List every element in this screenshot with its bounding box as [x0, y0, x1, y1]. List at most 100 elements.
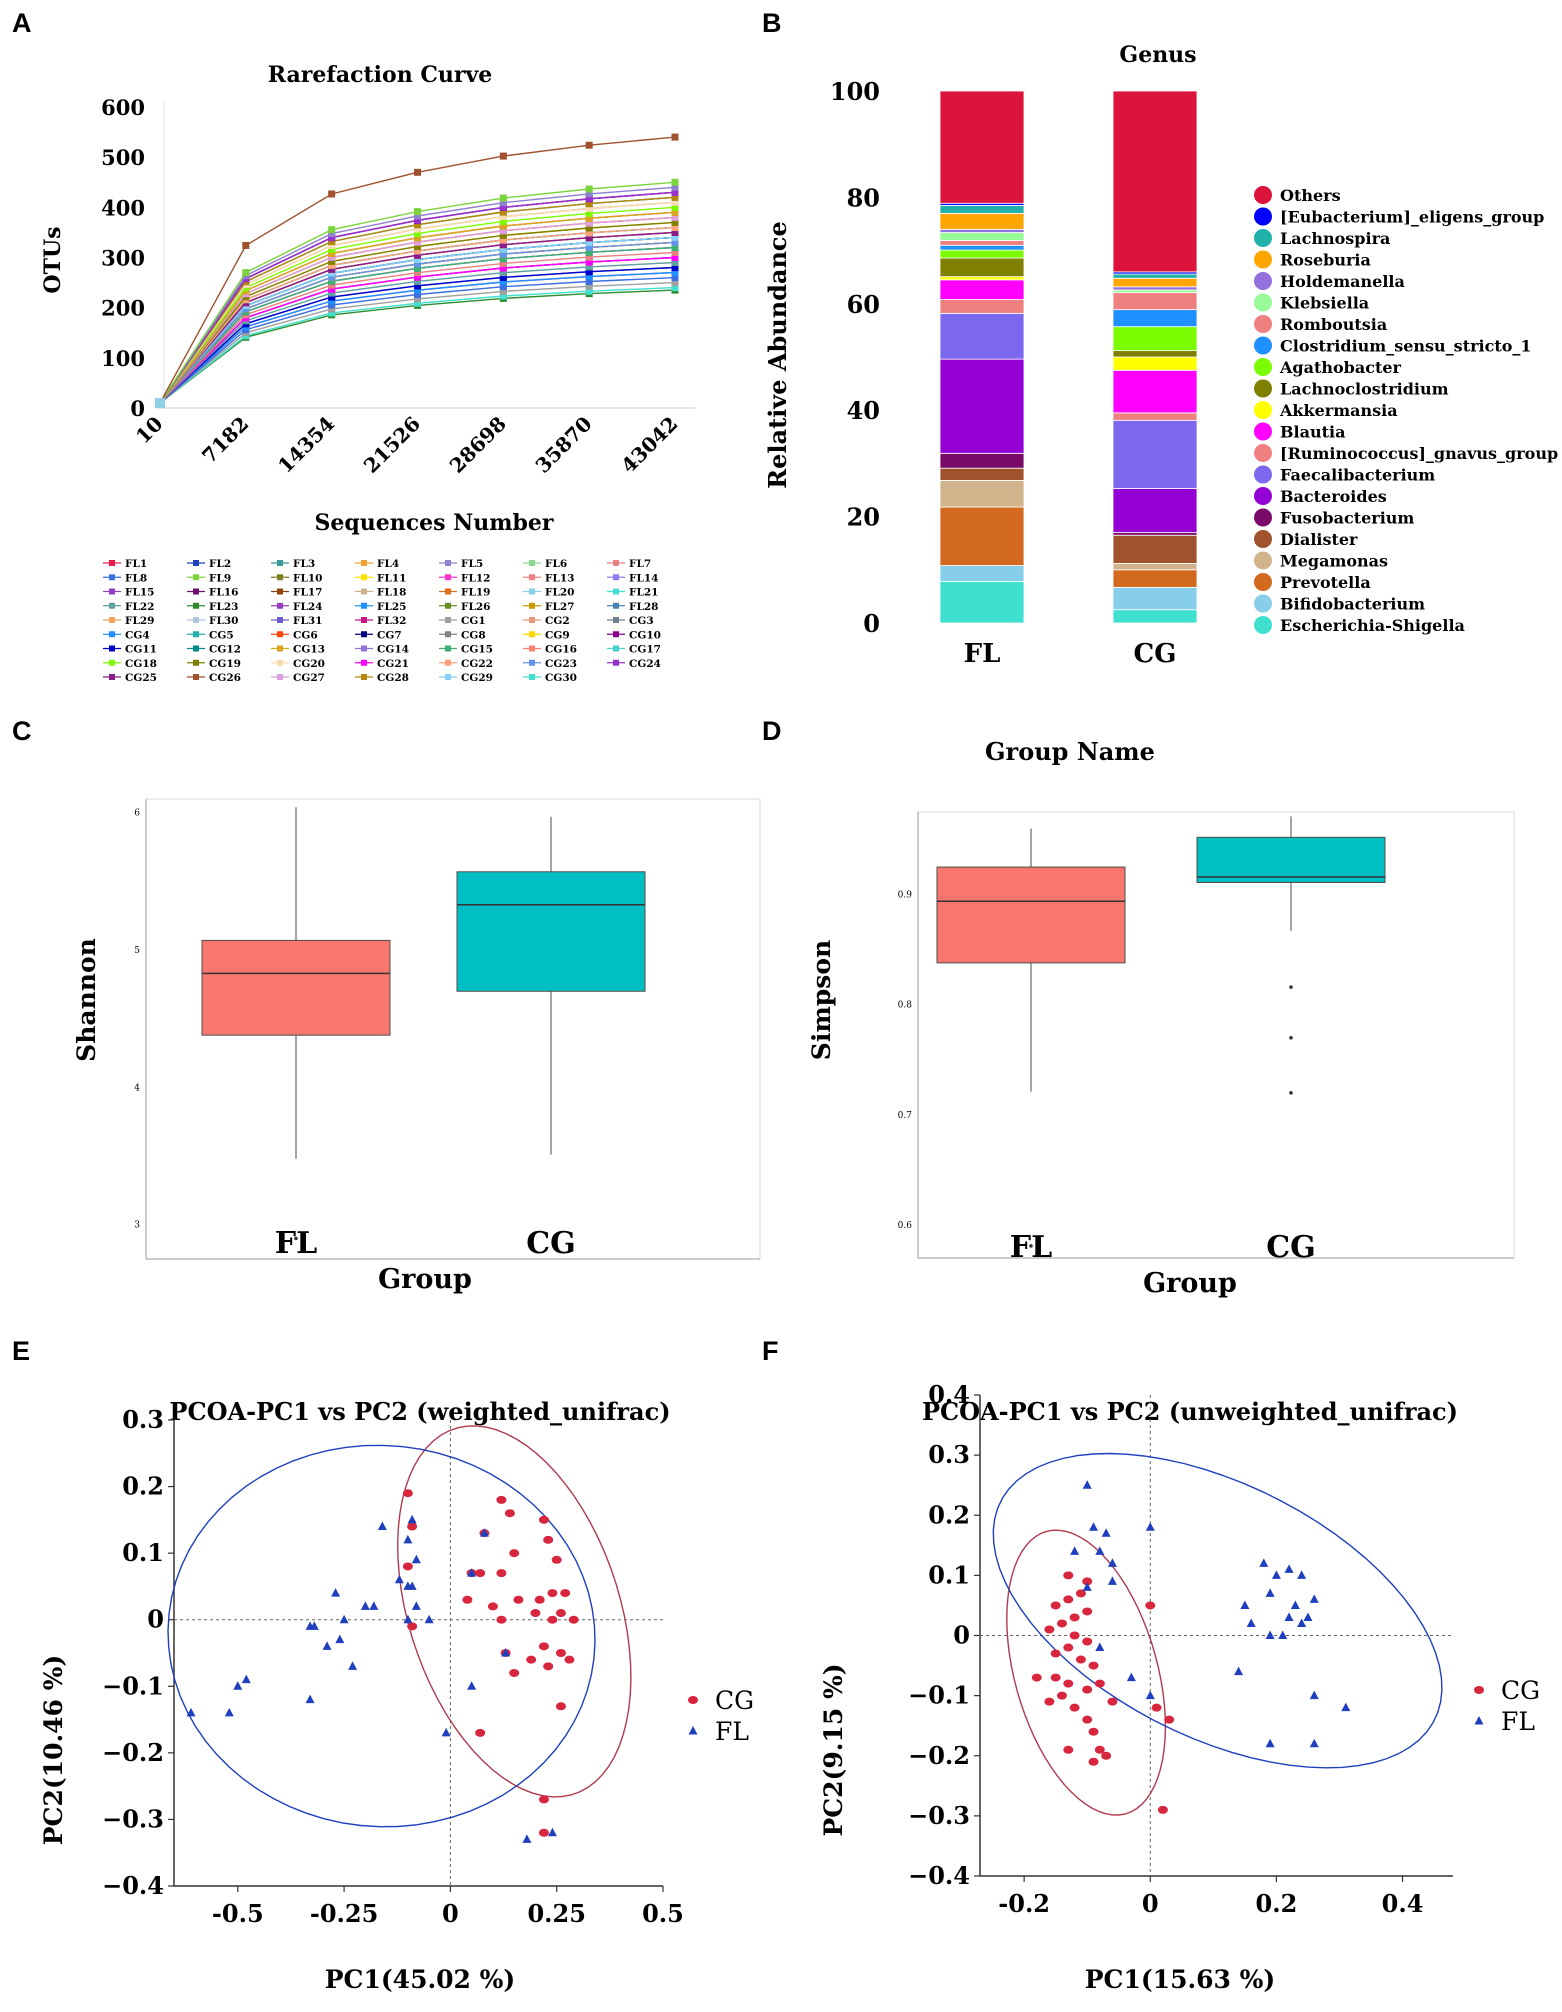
series-marker: [585, 277, 593, 285]
series-marker: [585, 229, 593, 237]
series-marker: [585, 239, 593, 247]
panel-a: A Rarefaction Curve OTUs Sequences Numbe…: [0, 0, 760, 700]
bar-segment-CG-Clostridium_sensu_stricto_1: [1112, 309, 1198, 328]
outlier-point-FL: [1029, 1244, 1033, 1248]
point-CG: [1082, 1577, 1093, 1586]
point-CG: [543, 1662, 554, 1671]
series-marker: [499, 269, 507, 277]
series-marker: [671, 269, 679, 277]
x-tick-label: CG: [1266, 1230, 1316, 1265]
legend-marker-CG: [1474, 1686, 1484, 1694]
y-tick-label: 0.1: [928, 1560, 970, 1589]
x-tick-label: 0: [1142, 1889, 1159, 1918]
series-marker: [414, 225, 421, 233]
legend-label-CG2: CG2: [545, 615, 570, 627]
panel-b: B Genus Relative Abundance 0 20 40 60 80 100 F…: [760, 0, 1562, 700]
legend-label-Megamonas: Megamonas: [1280, 552, 1388, 571]
legend-marker-Bifidobacterium: [1254, 594, 1272, 613]
point-FL: [1303, 1612, 1313, 1621]
series-marker: [328, 190, 336, 198]
chart-title: Genus: [1119, 42, 1196, 68]
box-CG: [1196, 836, 1386, 883]
legend-marker-Prevotella: [1254, 573, 1272, 591]
point-FL: [1145, 1522, 1155, 1531]
series-marker: [414, 238, 421, 246]
series-marker: [671, 274, 679, 282]
point-FL: [1265, 1588, 1275, 1597]
point-FL: [233, 1681, 243, 1690]
series-marker: [585, 282, 593, 290]
x-tick-label: -0.5: [212, 1899, 264, 1928]
panel-label-b: B: [762, 8, 782, 38]
legend-label-FL19: FL19: [461, 587, 490, 599]
legend-label-FL29: FL29: [125, 615, 154, 627]
y-tick-label: 0: [147, 1605, 164, 1634]
panel-e: E PCOA-PC1 vs PC2 (weighted_unifrac) PC2…: [0, 1320, 780, 2008]
series-marker: [499, 245, 507, 253]
outlier-point-CG: [1289, 1091, 1293, 1095]
point-CG: [1063, 1643, 1074, 1652]
legend-label-Klebsiella: Klebsiella: [1280, 294, 1369, 313]
series-marker: [671, 178, 679, 186]
y-axis-label: PC2(10.46 %): [39, 1655, 68, 1846]
legend-marker-FL10: [277, 574, 283, 581]
point-CG: [487, 1602, 498, 1611]
point-FL: [1101, 1528, 1111, 1537]
point-FL: [305, 1621, 315, 1630]
y-tick-label: 0: [953, 1621, 970, 1650]
legend-label-CG27: CG27: [293, 672, 325, 684]
legend-marker-Others: [1254, 186, 1272, 204]
x-axis-label: Sequences Number: [314, 510, 553, 536]
panel-label-e: E: [12, 1336, 30, 1366]
legend-marker-FL12: [445, 574, 451, 581]
y-tick-label: 0.4: [928, 1380, 970, 1409]
pcoa-unweighted-plot-area: −0.4 −0.3 −0.2 −0.1 0 0.1 0.2 0.3 0.4 -0.2 0 0.2 0.4…: [908, 1380, 1540, 1918]
point-FL: [501, 1648, 511, 1657]
x-axis-label: Group: [1143, 1268, 1237, 1299]
bar-segment-FL-Clostridium_sensu_stricto_1: [939, 244, 1025, 251]
x-tick-label: 0.25: [527, 1899, 585, 1928]
series-marker: [499, 292, 507, 300]
legend-label-CG22: CG22: [461, 658, 493, 670]
series-marker: [414, 216, 421, 224]
legend-marker-CG24: [613, 659, 619, 666]
legend-marker-CG6: [277, 631, 283, 638]
y-tick-label: −0.1: [102, 1671, 164, 1700]
rarefaction-chart: A Rarefaction Curve OTUs Sequences Numbe…: [12, 8, 695, 684]
legend-label-CG30: CG30: [545, 672, 577, 684]
point-CG: [475, 1728, 486, 1737]
point-CG: [1082, 1715, 1093, 1724]
bar-segment-FL-Akkermansia: [939, 276, 1025, 281]
point-FL: [1089, 1522, 1099, 1531]
confidence-ellipse-CG: [396, 1425, 632, 1798]
legend-marker-FL17: [277, 588, 283, 595]
legend-label-FL11: FL11: [377, 572, 406, 584]
point-CG: [547, 1589, 558, 1598]
legend-label-CG9: CG9: [545, 629, 570, 641]
legend-marker-CG23: [529, 659, 535, 666]
legend-label-Akkermansia: Akkermansia: [1279, 401, 1398, 420]
point-FL: [1234, 1666, 1244, 1676]
legend-marker-FL1: [109, 560, 115, 566]
legend-label-CG18: CG18: [125, 658, 157, 670]
y-tick-label: 0.7: [898, 1111, 913, 1121]
legend-marker-CG16: [529, 645, 535, 652]
series-marker: [499, 259, 507, 267]
point-CG: [1050, 1601, 1061, 1610]
x-tick-label: 0: [442, 1899, 459, 1928]
bar-segment-FL-Klebsiella: [939, 232, 1025, 241]
point-FL: [1095, 1546, 1105, 1555]
legend-marker-FL14: [613, 574, 619, 581]
series-marker: [671, 188, 679, 196]
series-marker: [585, 200, 593, 208]
x-tick-label: 43042: [616, 412, 682, 478]
chart-title: Group Name: [985, 737, 1155, 766]
y-axis-label: PC2(9.15 %): [819, 1663, 848, 1836]
legend-label-FL32: FL32: [377, 615, 406, 627]
legend-marker-FL5: [445, 560, 451, 566]
legend-label-Others: Others: [1280, 186, 1341, 205]
series-marker: [414, 251, 421, 259]
series-marker: [328, 293, 336, 301]
point-FL: [322, 1641, 332, 1650]
legend-marker-CG29: [445, 674, 451, 680]
